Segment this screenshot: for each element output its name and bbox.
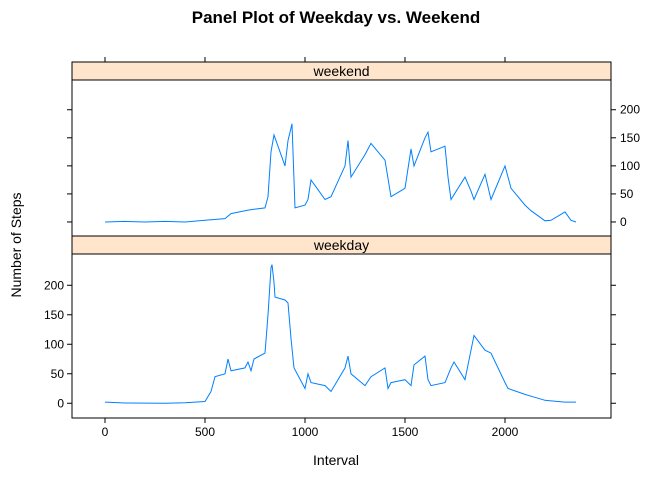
y-tick-label: 150: [44, 308, 64, 322]
strip-label: weekend: [312, 63, 369, 79]
x-tick-label: 1500: [392, 425, 419, 439]
panel-frame: [71, 253, 612, 419]
data-line: [104, 264, 576, 404]
y-tick-label: 0: [57, 396, 64, 410]
x-axis-label: Interval: [313, 452, 359, 468]
data-line: [104, 123, 577, 223]
x-tick-label: 0: [102, 425, 109, 439]
panel-frame: [71, 79, 612, 237]
x-tick-label: 2000: [492, 425, 519, 439]
x-tick-label: 500: [195, 425, 215, 439]
y-tick-label: 200: [44, 278, 64, 292]
strip-label: weekday: [313, 237, 369, 253]
y-tick-label: 100: [44, 337, 64, 351]
y-tick-label: 150: [620, 131, 640, 145]
x-tick-label: 1000: [292, 425, 319, 439]
y-axis-label: Number of Steps: [8, 192, 24, 297]
y-tick-label: 200: [620, 103, 640, 117]
y-tick-label: 50: [620, 187, 634, 201]
y-tick-label: 50: [51, 367, 65, 381]
y-tick-label: 100: [620, 159, 640, 173]
y-tick-label: 0: [620, 215, 627, 229]
chart-title: Panel Plot of Weekday vs. Weekend: [192, 8, 480, 27]
